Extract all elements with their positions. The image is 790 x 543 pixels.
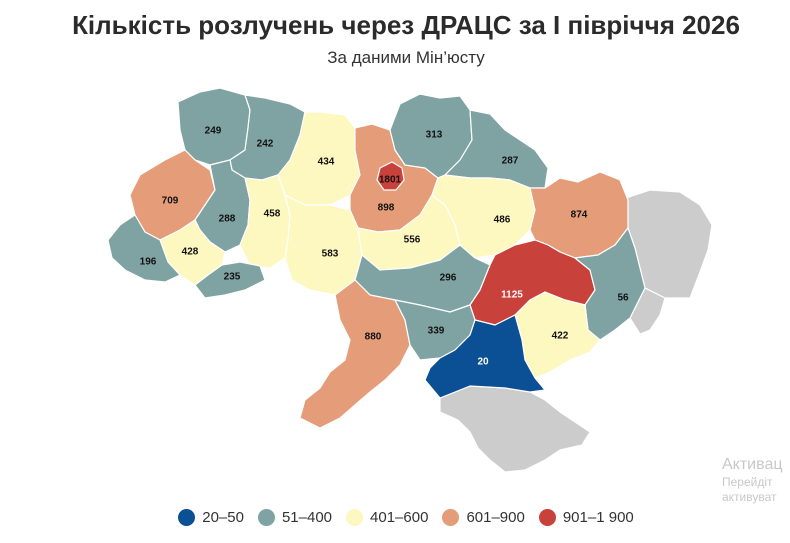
region-donetsk[interactable] <box>574 227 646 341</box>
label-lviv: 709 <box>162 196 179 207</box>
region-kherson[interactable] <box>424 314 546 399</box>
watermark-line-1: Активац <box>722 456 783 473</box>
label-chernivtsi: 235 <box>224 272 241 283</box>
label-mykolaiv: 339 <box>428 326 445 337</box>
label-zhytomyr: 434 <box>318 157 335 168</box>
region-kyiv-city[interactable] <box>376 161 405 191</box>
label-zaporizhzhia: 422 <box>552 331 569 342</box>
map-title: Кількість розлучень через ДРАЦС за І пів… <box>72 10 740 40</box>
legend-item-20-50[interactable]: 20–50 <box>178 509 244 526</box>
region-odesa[interactable] <box>299 279 411 429</box>
legend-item-901-1900[interactable]: 901–1 900 <box>538 509 634 526</box>
label-sumy: 287 <box>502 156 519 167</box>
label-khmelnytskyi: 458 <box>264 209 281 220</box>
label-odesa: 880 <box>365 332 382 343</box>
watermark-line-3: активуват <box>722 490 777 504</box>
legend-label: 601–900 <box>466 509 525 526</box>
label-kirovohrad: 296 <box>440 273 457 284</box>
legend-item-601-900[interactable]: 601–900 <box>442 509 525 526</box>
label-kyiv-oblast: 898 <box>378 203 395 214</box>
label-poltava: 486 <box>494 215 511 226</box>
legend-item-51-400[interactable]: 51–400 <box>257 509 333 526</box>
legend-dot-icon <box>257 509 275 526</box>
windows-activation-watermark: Активац Перейдіт активуват <box>722 455 783 505</box>
label-cherkasy: 556 <box>404 235 421 246</box>
legend-dot-icon <box>442 509 460 526</box>
region-zakarpattia[interactable] <box>107 214 181 283</box>
map-legend: 20–50 51–400 401–600 601–900 901–1 900 <box>0 509 790 526</box>
map-subtitle: За даними Мін’юсту <box>327 48 485 67</box>
label-volyn: 249 <box>205 126 222 137</box>
legend-item-401-600[interactable]: 401–600 <box>346 509 428 526</box>
label-vinnytsia: 583 <box>322 249 339 260</box>
label-ivano-frankivsk: 428 <box>182 247 199 258</box>
label-dnipropetrovsk: 1125 <box>501 290 523 301</box>
region-crimea[interactable] <box>439 385 591 473</box>
label-zakarpattia: 196 <box>140 257 157 268</box>
label-kyiv-city: 1801 <box>379 175 402 186</box>
legend-label: 401–600 <box>370 509 429 526</box>
legend-label: 20–50 <box>202 509 244 526</box>
legend-dot-icon <box>538 509 556 526</box>
label-donetsk: 56 <box>617 293 629 304</box>
legend-label: 901–1 900 <box>562 509 634 526</box>
region-ternopil[interactable] <box>194 159 251 253</box>
label-kharkiv: 874 <box>571 210 588 221</box>
legend-dot-icon <box>178 509 196 526</box>
label-rivne: 242 <box>257 139 274 150</box>
label-ternopil: 288 <box>219 214 236 225</box>
legend-label: 51–400 <box>281 509 333 526</box>
region-zhytomyr[interactable] <box>277 111 361 206</box>
legend-dot-icon <box>346 509 364 526</box>
label-chernihiv: 313 <box>426 130 443 141</box>
label-kherson: 20 <box>477 357 489 368</box>
region-vinnytsia[interactable] <box>284 194 363 296</box>
watermark-line-2: Перейдіт <box>722 475 773 489</box>
region-chernivtsi[interactable] <box>194 261 266 299</box>
